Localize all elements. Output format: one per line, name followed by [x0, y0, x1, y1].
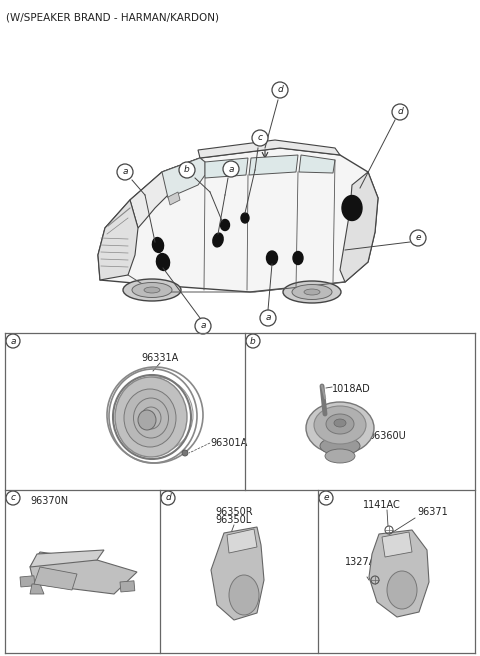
Ellipse shape	[320, 437, 360, 455]
Circle shape	[161, 491, 175, 505]
Text: c: c	[257, 134, 263, 142]
Ellipse shape	[326, 414, 354, 434]
Ellipse shape	[283, 281, 341, 303]
Polygon shape	[98, 148, 378, 292]
Ellipse shape	[229, 575, 259, 615]
Polygon shape	[205, 158, 248, 178]
Text: 96371: 96371	[417, 507, 448, 517]
Ellipse shape	[213, 233, 223, 247]
Text: 96331A: 96331A	[142, 353, 179, 363]
Text: a: a	[228, 165, 234, 173]
Text: a: a	[200, 321, 206, 331]
Polygon shape	[168, 192, 180, 205]
Circle shape	[117, 164, 133, 180]
Circle shape	[246, 334, 260, 348]
Circle shape	[182, 450, 188, 456]
Text: 1141AC: 1141AC	[363, 500, 401, 510]
Text: 96350R: 96350R	[215, 507, 253, 517]
Ellipse shape	[304, 289, 320, 295]
Text: c: c	[11, 493, 15, 502]
Circle shape	[260, 310, 276, 326]
Text: 1327AC: 1327AC	[345, 557, 383, 567]
Ellipse shape	[292, 285, 332, 300]
Ellipse shape	[325, 449, 355, 463]
Text: 96360U: 96360U	[368, 431, 406, 441]
Text: (W/SPEAKER BRAND - HARMAN/KARDON): (W/SPEAKER BRAND - HARMAN/KARDON)	[6, 12, 219, 22]
Ellipse shape	[387, 571, 417, 609]
Circle shape	[272, 82, 288, 98]
Circle shape	[195, 318, 211, 334]
Ellipse shape	[342, 195, 362, 220]
Circle shape	[179, 162, 195, 178]
Polygon shape	[382, 532, 412, 557]
Ellipse shape	[138, 410, 156, 430]
Circle shape	[6, 334, 20, 348]
Polygon shape	[30, 584, 44, 594]
Ellipse shape	[153, 237, 164, 253]
Text: 96301A: 96301A	[210, 438, 247, 448]
Polygon shape	[98, 200, 138, 280]
Ellipse shape	[124, 389, 176, 447]
Polygon shape	[227, 529, 257, 553]
Ellipse shape	[220, 220, 229, 230]
Text: a: a	[265, 314, 271, 323]
Text: 96350L: 96350L	[216, 515, 252, 525]
Ellipse shape	[334, 419, 346, 427]
Ellipse shape	[156, 254, 169, 270]
Bar	[120, 581, 135, 592]
Ellipse shape	[293, 251, 303, 264]
Text: e: e	[415, 234, 421, 243]
Polygon shape	[30, 550, 104, 567]
Text: d: d	[277, 85, 283, 94]
Circle shape	[6, 491, 20, 505]
Ellipse shape	[132, 283, 172, 298]
Ellipse shape	[133, 398, 168, 438]
Circle shape	[392, 104, 408, 120]
Ellipse shape	[266, 251, 277, 265]
Text: a: a	[10, 337, 16, 346]
Text: e: e	[323, 493, 329, 502]
Circle shape	[252, 130, 268, 146]
Text: 1018AD: 1018AD	[332, 384, 371, 394]
Ellipse shape	[141, 407, 161, 429]
Polygon shape	[34, 567, 77, 590]
Polygon shape	[249, 155, 298, 175]
Polygon shape	[369, 530, 429, 617]
Ellipse shape	[123, 279, 181, 301]
Polygon shape	[162, 158, 205, 198]
Text: b: b	[250, 337, 256, 346]
Ellipse shape	[314, 406, 366, 444]
Circle shape	[410, 230, 426, 246]
Ellipse shape	[115, 377, 187, 457]
Text: d: d	[165, 493, 171, 502]
Polygon shape	[130, 158, 205, 228]
Bar	[20, 576, 35, 587]
Polygon shape	[299, 155, 335, 173]
Polygon shape	[30, 552, 137, 594]
Ellipse shape	[144, 287, 160, 293]
Circle shape	[319, 491, 333, 505]
Text: b: b	[184, 165, 190, 174]
Circle shape	[223, 161, 239, 177]
Text: a: a	[122, 167, 128, 176]
Polygon shape	[198, 140, 340, 158]
Ellipse shape	[241, 213, 249, 223]
Ellipse shape	[306, 402, 374, 454]
Text: 96370N: 96370N	[30, 496, 68, 506]
Polygon shape	[211, 527, 264, 620]
Text: d: d	[397, 108, 403, 117]
Polygon shape	[340, 172, 378, 282]
